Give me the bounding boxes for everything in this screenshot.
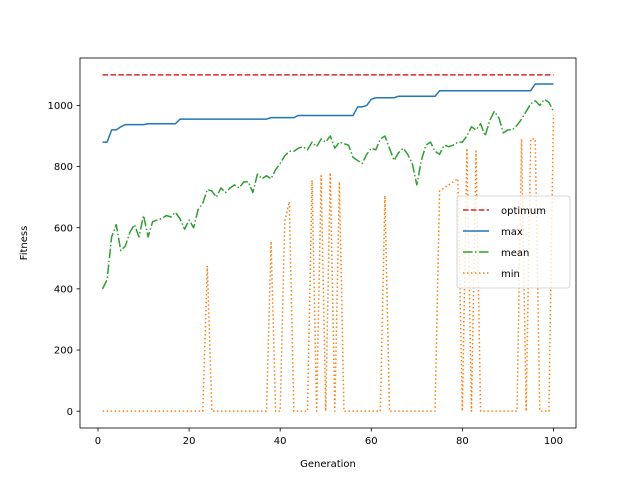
x-tick-label: 60 [365,436,378,447]
legend-box [456,195,571,289]
x-tick-label: 0 [95,436,101,447]
x-axis-ticks: 0 20 40 60 80 100 [95,428,563,447]
y-tick-label: 400 [54,284,73,295]
x-tick-label: 40 [274,436,287,447]
series-line-max [102,83,554,143]
x-tick-label: 100 [544,436,563,447]
series-line-mean [101,98,555,290]
axes-frame [79,57,577,429]
legend-label-mean: mean [501,248,529,259]
x-axis-label: Generation [300,459,356,470]
x-tick-label: 20 [183,436,196,447]
y-tick-label: 800 [54,162,73,173]
legend-label-max: max [501,227,523,238]
series-layer [101,74,555,412]
x-tick-label: 80 [456,436,469,447]
y-tick-label: 600 [54,223,73,234]
y-axis-label: Fitness [19,226,30,261]
series-line-min [102,114,555,412]
y-axis-ticks: 0 200 400 600 800 1000 [48,101,80,418]
y-tick-label: 0 [67,407,73,418]
y-tick-label: 200 [54,346,73,357]
y-tick-label: 1000 [48,101,73,112]
legend-label-min: min [501,269,520,280]
legend: optimum max mean min [456,195,571,289]
legend-label-optimum: optimum [501,206,546,217]
